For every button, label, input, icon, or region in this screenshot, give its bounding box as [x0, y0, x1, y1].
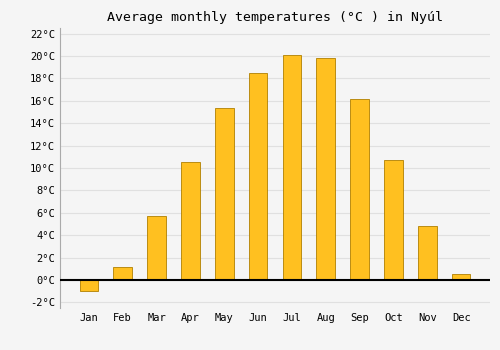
Bar: [418, 226, 436, 280]
Bar: [316, 58, 335, 280]
Bar: [384, 160, 403, 280]
Bar: [452, 274, 470, 280]
Bar: [80, 280, 98, 291]
Bar: [114, 267, 132, 280]
Bar: [282, 55, 301, 280]
Bar: [249, 73, 268, 280]
Bar: [215, 107, 234, 280]
Bar: [350, 99, 369, 280]
Bar: [147, 216, 166, 280]
Title: Average monthly temperatures (°C ) in Nyúl: Average monthly temperatures (°C ) in Ny…: [107, 11, 443, 24]
Bar: [181, 162, 200, 280]
